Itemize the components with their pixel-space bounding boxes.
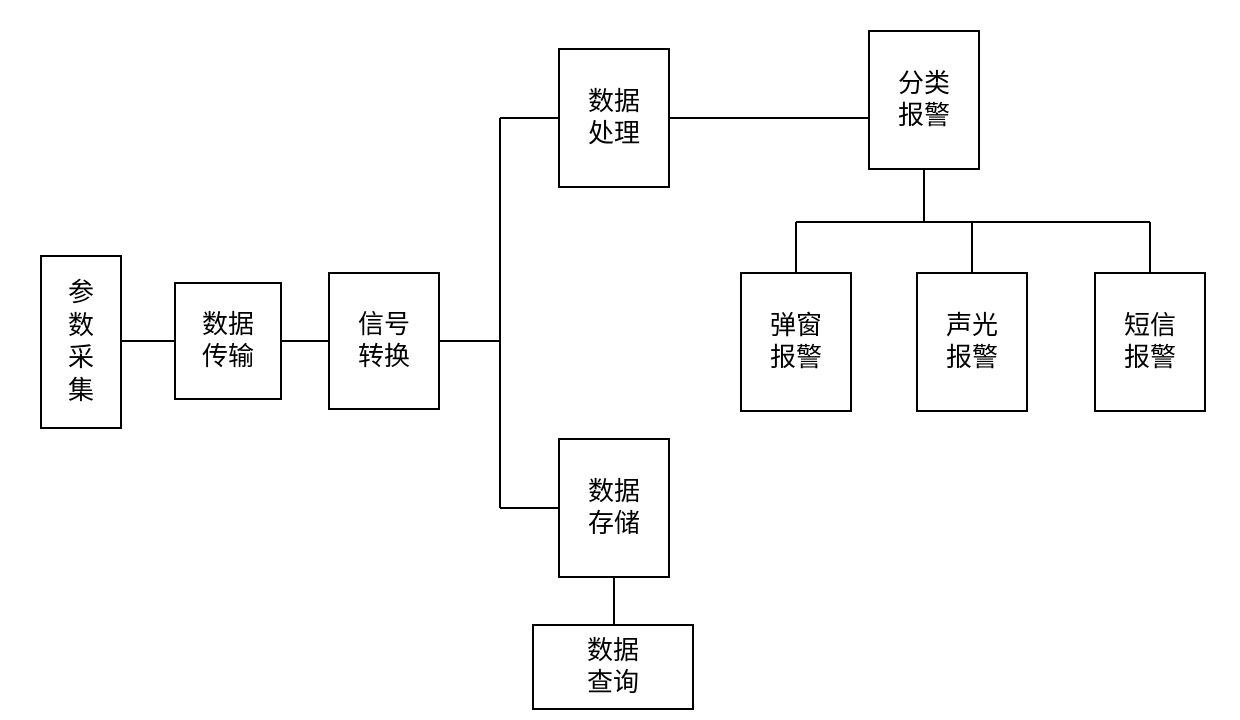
node-data_query: 数据 查询 <box>532 624 694 710</box>
node-label-sound_alarm: 声光 报警 <box>946 310 998 375</box>
node-label-data_transfer: 数据 传输 <box>202 309 254 374</box>
node-class_alarm: 分类 报警 <box>868 30 980 170</box>
node-sms_alarm: 短信 报警 <box>1094 272 1206 412</box>
flowchart-canvas: 参 数 采 集 数据 传输 信号 转换 数据 处理数据 存储数据 查询 分类 报警弹窗 … <box>0 0 1240 720</box>
node-label-data_process: 数据 处理 <box>588 86 640 151</box>
node-data_store: 数据 存储 <box>558 438 670 578</box>
node-label-signal_convert: 信号 转换 <box>358 309 410 374</box>
node-label-param_collect: 参 数 采 集 <box>68 277 94 407</box>
node-label-data_store: 数据 存储 <box>588 476 640 541</box>
node-popup_alarm: 弹窗 报警 <box>740 272 852 412</box>
node-data_process: 数据 处理 <box>558 48 670 188</box>
node-sound_alarm: 声光 报警 <box>916 272 1028 412</box>
node-label-popup_alarm: 弹窗 报警 <box>770 310 822 375</box>
node-label-class_alarm: 分类 报警 <box>898 68 950 133</box>
node-label-sms_alarm: 短信 报警 <box>1124 310 1176 375</box>
node-signal_convert: 信号 转换 <box>328 272 440 410</box>
node-data_transfer: 数据 传输 <box>174 282 282 400</box>
node-param_collect: 参 数 采 集 <box>40 255 122 429</box>
node-label-data_query: 数据 查询 <box>587 635 639 700</box>
